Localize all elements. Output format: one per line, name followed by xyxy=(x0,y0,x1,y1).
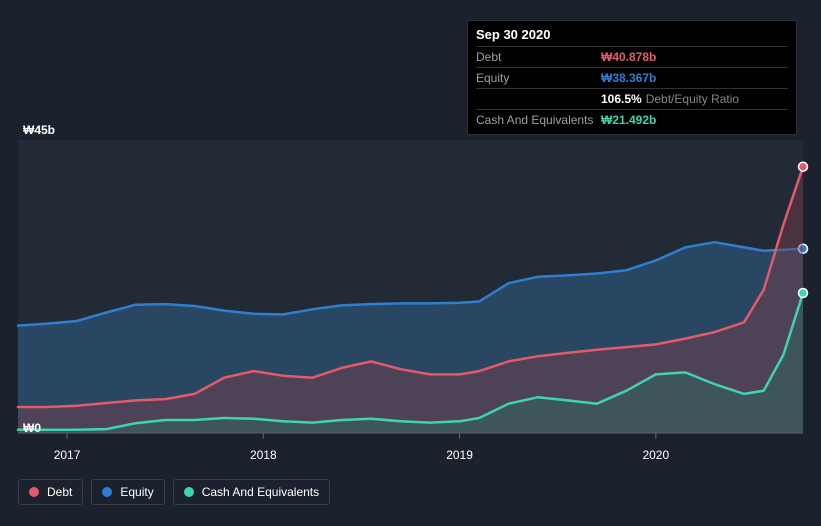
x-axis-tick-label: 2019 xyxy=(446,448,473,462)
tooltip-row-suffix: Debt/Equity Ratio xyxy=(646,92,739,106)
x-axis-tick-label: 2020 xyxy=(642,448,669,462)
financial-area-chart: ₩45b ₩0 2017 2018 2019 2020 Sep 30 2020 Deb… xyxy=(0,0,821,526)
chart-legend: Debt Equity Cash And Equivalents xyxy=(18,479,330,505)
legend-swatch-icon xyxy=(29,487,39,497)
legend-item-label: Cash And Equivalents xyxy=(202,485,319,499)
tooltip-row-value: ₩21.492b xyxy=(601,110,788,131)
legend-item-label: Debt xyxy=(47,485,72,499)
legend-swatch-icon xyxy=(102,487,112,497)
legend-item-cash[interactable]: Cash And Equivalents xyxy=(173,479,330,505)
tooltip-date: Sep 30 2020 xyxy=(476,27,788,46)
tooltip-row: Cash And Equivalents₩21.492b xyxy=(476,110,788,131)
legend-swatch-icon xyxy=(184,487,194,497)
x-axis-tick-label: 2018 xyxy=(250,448,277,462)
tooltip-row-value: 106.5%Debt/Equity Ratio xyxy=(601,89,788,110)
tooltip-row: Debt₩40.878b xyxy=(476,47,788,68)
tooltip-row: 106.5%Debt/Equity Ratio xyxy=(476,89,788,110)
legend-item-label: Equity xyxy=(120,485,153,499)
tooltip-row: Equity₩38.367b xyxy=(476,68,788,89)
tooltip-row-label: Equity xyxy=(476,68,601,89)
tooltip-row-value: ₩40.878b xyxy=(601,47,788,68)
legend-item-equity[interactable]: Equity xyxy=(91,479,164,505)
legend-item-debt[interactable]: Debt xyxy=(18,479,83,505)
y-axis-zero-label: ₩0 xyxy=(23,421,41,435)
chart-tooltip: Sep 30 2020 Debt₩40.878bEquity₩38.367b10… xyxy=(467,20,797,135)
tooltip-row-label: Cash And Equivalents xyxy=(476,110,601,131)
x-axis-tick-label: 2017 xyxy=(54,448,81,462)
y-axis-max-label: ₩45b xyxy=(23,123,55,137)
tooltip-row-label: Debt xyxy=(476,47,601,68)
tooltip-row-value: ₩38.367b xyxy=(601,68,788,89)
tooltip-row-label xyxy=(476,89,601,110)
